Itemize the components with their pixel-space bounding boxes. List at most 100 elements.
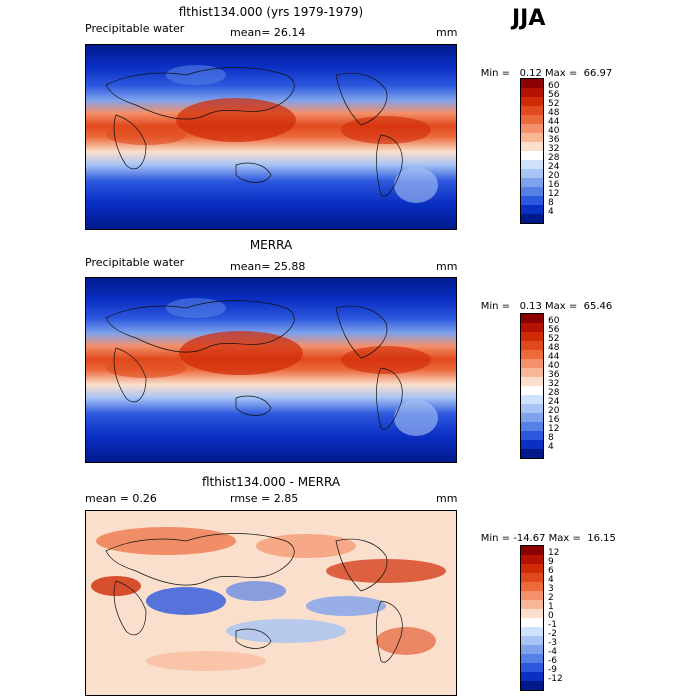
- colorbar-swatch: [521, 422, 543, 431]
- colorbar-swatch: [521, 377, 543, 386]
- colorbar-swatch: [521, 600, 543, 609]
- colorbar-swatch: [521, 359, 543, 368]
- colorbar-swatch: [521, 205, 543, 214]
- colorbar-tick-label: 56: [548, 325, 560, 335]
- coastlines: [105, 533, 403, 663]
- map-model: [85, 44, 457, 230]
- panel-title: flthist134.000 (yrs 1979-1979): [178, 5, 364, 19]
- units-label: mm: [436, 260, 458, 273]
- colorbar-swatch: [521, 636, 543, 645]
- colorbar-tick-label: 40: [548, 361, 560, 371]
- colorbar-tick-label: 60: [548, 81, 560, 91]
- mean-value: 25.88: [273, 260, 306, 273]
- colorbar-swatch: [521, 582, 543, 591]
- colorbar-swatch: [521, 341, 543, 350]
- colorbar-swatch: [521, 88, 543, 97]
- colorbar-tick-label: 44: [548, 352, 560, 362]
- colorbar-swatch: [521, 142, 543, 151]
- panel-title: MERRA: [249, 238, 293, 252]
- mean-label: mean= 26.14: [230, 26, 306, 39]
- colorbar-swatch: [521, 350, 543, 359]
- colorbar-tick-label: 44: [548, 117, 560, 127]
- colorbar-swatch: [521, 555, 543, 564]
- colorbar-swatch: [521, 97, 543, 106]
- colorbar-tick-label: 40: [548, 126, 560, 136]
- colorbar-swatch: [521, 564, 543, 573]
- colorbar-swatch: [521, 413, 543, 422]
- colorbar-swatch: [521, 187, 543, 196]
- coastlines: [105, 300, 403, 430]
- colorbar-tick-label: -2: [548, 629, 557, 639]
- colorbar-tick-label: 4: [548, 207, 554, 217]
- colorbar-swatch: [521, 609, 543, 618]
- colorbar-swatch: [521, 449, 543, 458]
- colorbar-tick-label: 48: [548, 343, 560, 353]
- colorbar-swatch: [521, 546, 543, 555]
- map-difference: [85, 510, 457, 696]
- colorbar-tick-label: 1: [548, 602, 554, 612]
- colorbar-tick-label: 16: [548, 180, 560, 190]
- map-field-svg: [86, 511, 456, 695]
- colorbar-tick-label: 20: [548, 171, 560, 181]
- colorbar-swatch: [521, 386, 543, 395]
- map-field-svg: [86, 278, 456, 462]
- colorbar-swatch: [521, 115, 543, 124]
- colorbar-tick-label: 32: [548, 144, 560, 154]
- map-merra: [85, 277, 457, 463]
- colorbar-tick-label: 24: [548, 162, 560, 172]
- colorbar-tick-label: 52: [548, 334, 560, 344]
- colorbar-swatch: [521, 573, 543, 582]
- colorbar-swatch: [521, 214, 543, 223]
- colorbar-tick-label: -9: [548, 665, 557, 675]
- colorbar-tick-label: 48: [548, 108, 560, 118]
- rmse-label: rmse = 2.85: [230, 492, 299, 505]
- mean-value: 0.26: [132, 492, 157, 505]
- field-label: Precipitable water: [85, 22, 185, 35]
- field-label: Precipitable water: [85, 256, 185, 269]
- colorbar-swatch: [521, 654, 543, 663]
- colorbar-swatch: [521, 79, 543, 88]
- colorbar-swatch: [521, 431, 543, 440]
- colorbar-tick-label: 28: [548, 153, 560, 163]
- colorbar-swatch: [521, 169, 543, 178]
- colorbar: [520, 545, 544, 691]
- colorbar: [520, 78, 544, 224]
- colorbar-tick-label: 3: [548, 584, 554, 594]
- colorbar-tick-label: -4: [548, 647, 557, 657]
- colorbar-swatch: [521, 672, 543, 681]
- colorbar-tick-label: 9: [548, 557, 554, 567]
- colorbar-tick-label: -6: [548, 656, 557, 666]
- colorbar-tick-label: -3: [548, 638, 557, 648]
- colorbar-swatch: [521, 645, 543, 654]
- colorbar-tick-label: 20: [548, 406, 560, 416]
- panel-title: flthist134.000 - MERRA: [201, 475, 341, 489]
- colorbar-swatch: [521, 124, 543, 133]
- colorbar-swatch: [521, 196, 543, 205]
- mean-label: mean= 25.88: [230, 260, 306, 273]
- colorbar-swatch: [521, 106, 543, 115]
- colorbar-tick-label: -12: [548, 674, 563, 684]
- colorbar-swatch: [521, 440, 543, 449]
- colorbar-tick-label: 32: [548, 379, 560, 389]
- colorbar-swatch: [521, 591, 543, 600]
- colorbar-tick-label: 12: [548, 424, 560, 434]
- colorbar-swatch: [521, 133, 543, 142]
- rmse-value: 2.85: [273, 492, 299, 505]
- min-max-readout: Min = -14.67 Max = 16.15: [480, 533, 616, 544]
- colorbar-swatch: [521, 663, 543, 672]
- units-label: mm: [436, 26, 458, 39]
- colorbar-tick-label: 2: [548, 593, 554, 603]
- colorbar-tick-label: 24: [548, 397, 560, 407]
- colorbar-tick-label: 8: [548, 433, 554, 443]
- colorbar-swatch: [521, 323, 543, 332]
- colorbar-swatch: [521, 314, 543, 323]
- colorbar-tick-label: 8: [548, 198, 554, 208]
- colorbar-tick-label: -1: [548, 620, 557, 630]
- colorbar-swatch: [521, 178, 543, 187]
- colorbar-swatch: [521, 151, 543, 160]
- mean-label: mean = 0.26: [85, 492, 157, 505]
- colorbar-tick-label: 4: [548, 442, 554, 452]
- colorbar-tick-label: 56: [548, 90, 560, 100]
- mean-value: 26.14: [273, 26, 306, 39]
- colorbar-swatch: [521, 618, 543, 627]
